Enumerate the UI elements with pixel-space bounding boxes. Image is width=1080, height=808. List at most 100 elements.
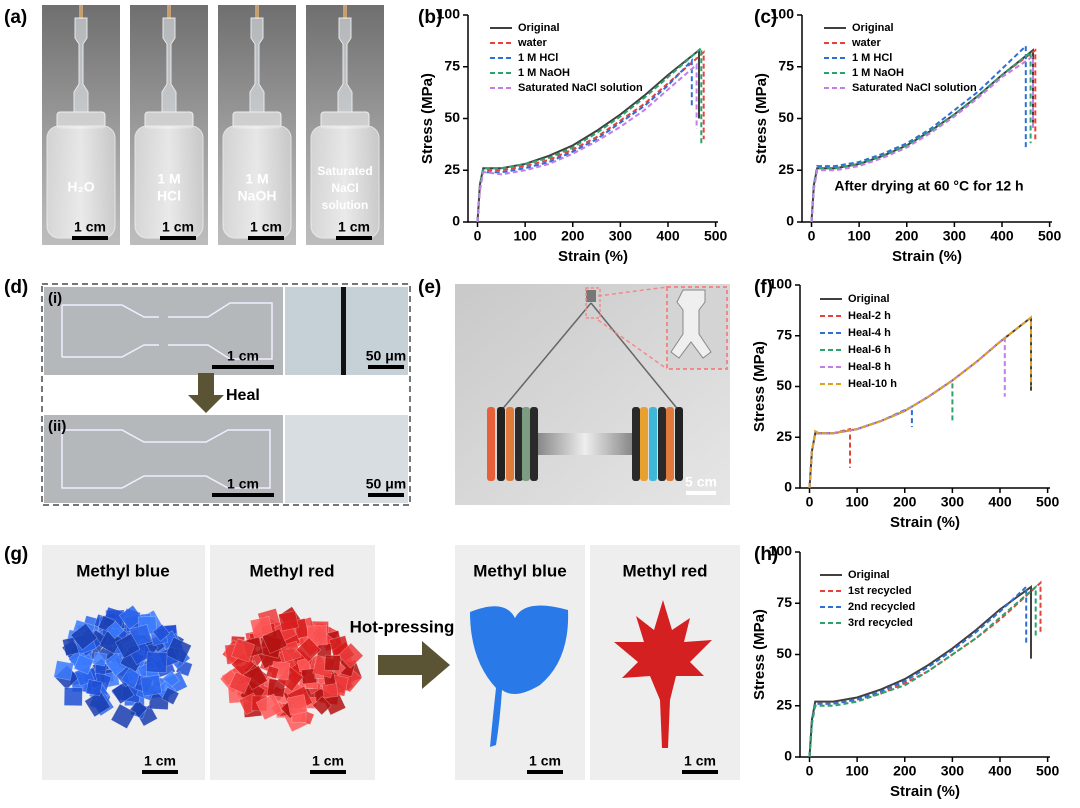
series-line [808,584,1037,758]
specimen-clamp [79,5,83,19]
legend-label: Original [518,22,560,34]
weight-plate [515,407,523,481]
flake [145,651,168,674]
series-line [476,45,703,223]
flake [85,679,103,697]
scale-bar [686,491,716,495]
flake [261,628,288,654]
axes [799,285,1050,489]
series-line [808,335,1006,489]
flake [306,625,328,646]
ginkgo-leaf [470,605,569,747]
x-tick-label: 300 [943,228,967,244]
flake [286,694,308,716]
flake [296,637,322,663]
y-tick-label: 0 [452,213,460,229]
dashed-frame [41,283,411,506]
x-tick-label: 300 [941,494,965,510]
specimen [61,304,159,358]
x-axis-label: Strain (%) [890,783,960,800]
axes [799,552,1050,758]
y-tick-label: 100 [437,6,461,22]
panel-label: (d) [4,277,28,298]
x-tick-label: 100 [513,228,537,244]
x-tick-label: 500 [1036,763,1060,779]
sample-label: solution [322,198,369,212]
series-line [810,54,1034,223]
x-tick-label: 400 [990,228,1014,244]
legend-label: Heal-6 h [848,344,891,356]
legend-label: Heal-10 h [848,378,897,390]
y-tick-label: 25 [444,161,460,177]
series-line [810,43,1027,223]
scale-bar [310,770,346,774]
weight-plate [487,407,495,481]
maple-leaf [614,600,712,748]
y-axis-label: Stress (MPa) [753,73,770,164]
y-tick-label: 25 [776,428,792,444]
x-tick-label: 400 [988,763,1012,779]
panel-label: (c) [754,7,777,28]
scale-bar [527,770,563,774]
y-tick-label: 0 [784,479,792,495]
flake [105,620,125,640]
inset-specimen [670,289,712,359]
dye-label: Methyl red [249,561,334,580]
scale-bar [336,236,372,240]
legend-label: 2nd recycled [848,601,915,613]
weight-plate [666,407,674,481]
scale-bar [248,236,284,240]
legend-label: Original [852,22,894,34]
crack [341,287,346,375]
flake [140,674,163,697]
dye-label: Methyl red [622,561,707,580]
scale-bar [72,236,108,240]
x-tick-label: 200 [561,228,585,244]
legend-label: Original [848,569,890,581]
scale-label: 50 μm [366,348,406,364]
arrow-label: Hot-pressing [350,617,455,636]
y-tick-label: 75 [776,326,792,342]
scale-label: 1 cm [684,753,716,769]
series-line [808,427,851,489]
y-tick-label: 25 [776,696,792,712]
arrow [378,641,450,689]
scale-bar [682,770,718,774]
sample-label: Saturated [317,164,372,178]
y-tick-label: 25 [778,161,794,177]
y-tick-label: 50 [778,109,794,125]
dye-label: Methyl blue [76,561,170,580]
flake [165,636,192,664]
panel-label: (g) [4,544,28,565]
flake [266,678,286,698]
y-axis-label: Stress (MPa) [751,609,768,700]
legend-label: Heal-2 h [848,310,891,322]
x-tick-label: 400 [656,228,680,244]
x-tick-label: 300 [609,228,633,244]
x-tick-label: 200 [895,228,919,244]
x-tick-label: 100 [845,763,869,779]
series-line [810,48,1034,223]
axes [467,15,718,223]
dye-label: Methyl blue [473,561,567,580]
legend-label: 1 M HCl [852,52,892,64]
photo [44,287,283,375]
y-tick-label: 50 [776,645,792,661]
scale-label: 1 cm [162,219,194,235]
x-tick-label: 500 [1038,228,1062,244]
x-axis-label: Strain (%) [890,514,960,531]
y-tick-label: 0 [784,748,792,764]
y-tick-label: 100 [769,276,793,292]
flake [111,681,135,705]
flake [278,610,299,632]
flake [324,654,341,672]
axes [801,15,1052,223]
scale-bar [212,365,274,369]
weight-plate [658,407,666,481]
flake [231,638,256,663]
flake [70,622,98,651]
scale-label: 1 cm [312,753,344,769]
wire [499,302,681,413]
series-line [476,58,693,223]
